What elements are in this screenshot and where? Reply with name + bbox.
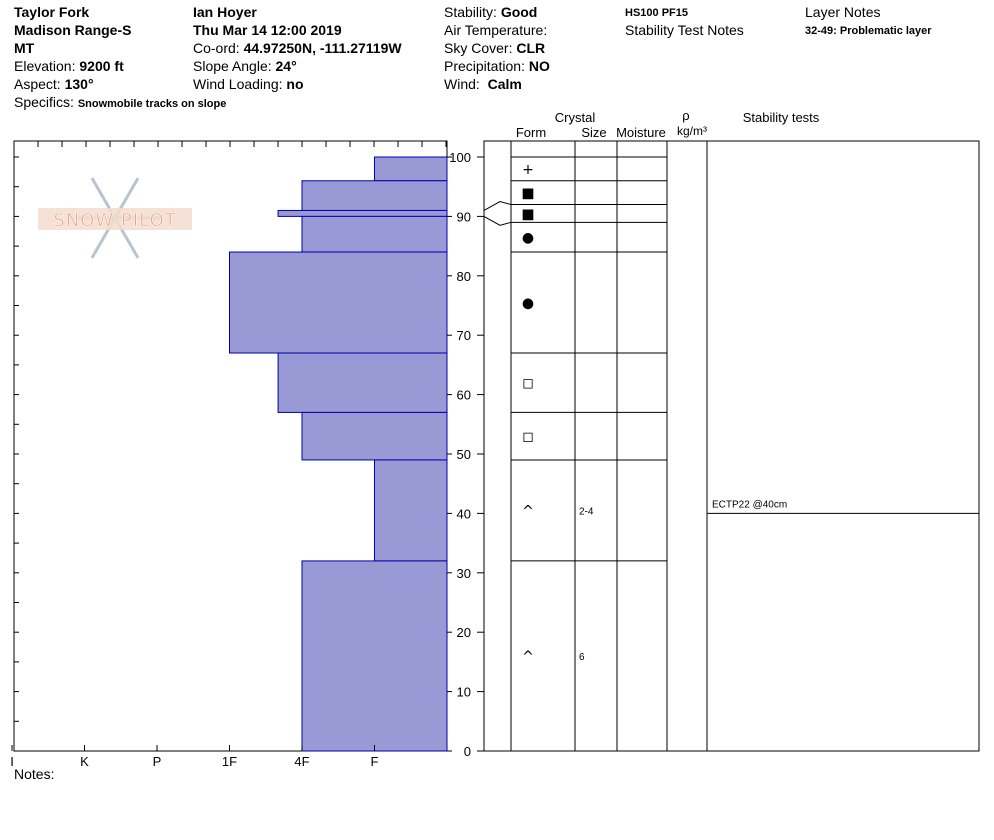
crystal-form: + [522,162,534,178]
air-temperature: Air Temperature: [444,22,548,38]
crystal-form: ■ [521,186,534,202]
precipitation: Precipitation: NO [444,58,550,74]
stability-test-label: ECTP22 @40cm [712,499,787,510]
layer-connector [483,201,512,211]
layer-note: 32-49: Problematic layer [805,25,932,37]
depth-tick-label: 50 [457,447,471,462]
depth-tick-label: 100 [449,150,471,165]
depth-tick-label: 70 [457,328,471,343]
location: Taylor Fork [14,4,90,20]
observer: Ian Hoyer [193,4,257,20]
hardness-bar [374,156,448,182]
depth-tick-label: 80 [457,269,471,284]
hardness-bar [277,352,448,413]
crystal-size: 6 [579,652,585,663]
header-size: Size [581,125,606,140]
crystal-form: ● [522,296,534,312]
hardness-label: K [80,754,89,769]
sky-cover: Sky Cover: CLR [444,40,546,56]
hardness-bar [301,411,448,461]
hardness-label: 1F [222,754,237,769]
layer-connector [483,215,512,226]
hardness-bar [374,459,448,562]
header-form: Form [516,125,546,140]
wind: Wind: Calm [444,76,522,92]
depth-tick-label: 0 [464,744,471,759]
header-crystal: Crystal [555,110,596,125]
hardness-bar [229,251,448,354]
coordinates: Co-ord: 44.97250N, -111.27119W [193,40,402,56]
specifics: Specifics: Snowmobile tracks on slope [14,94,227,110]
crystal-form: ■ [521,206,534,222]
elevation: Elevation: 9200 ft [14,58,124,74]
layers-table-frame [483,140,980,752]
hardness-label: I [10,754,14,769]
header-stability-tests: Stability tests [743,110,820,125]
crystal-form: ● [522,230,534,246]
header-rho: ρ [682,108,689,123]
hardness-bar [301,180,448,211]
range: Madison Range-S [14,22,132,38]
wind-loading: Wind Loading: no [193,76,304,92]
state: MT [14,40,35,56]
depth-tick-label: 30 [457,566,471,581]
aspect: Aspect: 130° [14,76,94,92]
watermark-band [38,208,192,230]
crystal-form: ^ [522,649,534,665]
hardness-label: P [153,754,162,769]
datetime: Thu Mar 14 12:00 2019 [193,22,342,38]
crystal-form: ◻ [522,429,534,445]
hs-pf: HS100 PF15 [625,7,688,19]
hardness-bar [301,560,448,752]
crystal-form: ^ [522,503,534,519]
hardness-label: F [371,754,379,769]
depth-tick-label: 10 [457,685,471,700]
hardness-bar [301,215,448,253]
snowpilot-watermark: SNOW PILOT [53,210,176,231]
slope-angle: Slope Angle: 24° [193,58,297,74]
crystal-form: ◻ [522,376,534,392]
crystal-size: 2-4 [579,506,594,517]
depth-tick-label: 60 [457,388,471,403]
hardness-label: 4F [294,754,309,769]
depth-tick-label: 20 [457,625,471,640]
depth-tick-label: 90 [457,209,471,224]
hardness-bar [277,209,448,217]
notes-label: Notes: [14,766,55,782]
stability-test-notes-title: Stability Test Notes [625,22,744,38]
header-density-unit: kg/m³ [677,124,707,138]
layer-notes-title: Layer Notes [805,4,881,20]
depth-tick-label: 40 [457,506,471,521]
stability: Stability: Good [444,4,538,20]
header-moisture: Moisture [616,125,666,140]
